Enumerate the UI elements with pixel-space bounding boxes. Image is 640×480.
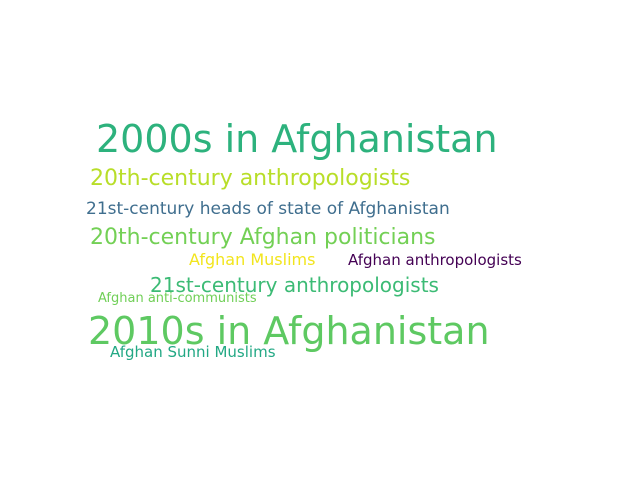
word-afghan-anthropologists: Afghan anthropologists (348, 251, 522, 269)
word-2010s-in-afghanistan: 2010s in Afghanistan (88, 309, 490, 353)
word-20th-century-afghan-politicians: 20th-century Afghan politicians (90, 225, 436, 250)
word-afghan-sunni-muslims: Afghan Sunni Muslims (110, 343, 276, 361)
word-afghan-anti-communists: Afghan anti-communists (98, 291, 257, 306)
word-afghan-muslims: Afghan Muslims (189, 250, 316, 269)
word-2000s-in-afghanistan: 2000s in Afghanistan (96, 117, 498, 161)
word-20th-century-anthropologists: 20th-century anthropologists (90, 166, 411, 191)
word-21st-century-anthropologists: 21st-century anthropologists (150, 273, 439, 297)
word-21st-century-heads-of-state: 21st-century heads of state of Afghanist… (86, 199, 450, 219)
